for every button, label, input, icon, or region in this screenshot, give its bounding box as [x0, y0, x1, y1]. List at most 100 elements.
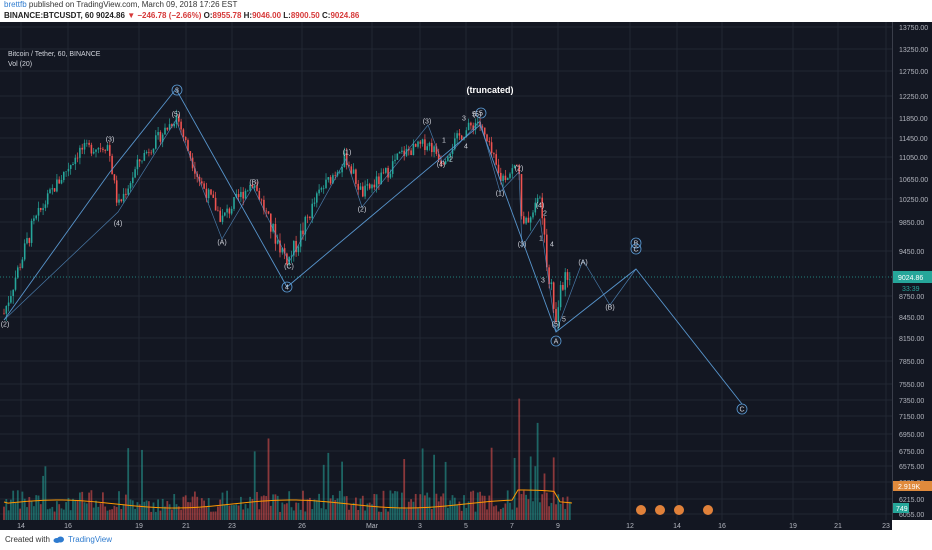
time-tick-label: 3	[418, 523, 422, 530]
volume-bar	[62, 509, 65, 520]
candle-body	[329, 177, 332, 184]
candle-body	[76, 157, 79, 159]
volume-bar	[281, 502, 284, 520]
price-tick-label: 13750.00	[899, 25, 928, 32]
candle-body	[536, 198, 539, 203]
wave-label: 1	[442, 138, 446, 145]
price-axis[interactable]: 13750.00 13250.00 12750.00 12250.00 11850.00…	[892, 22, 932, 520]
candle-body	[28, 238, 31, 243]
candle-body	[414, 143, 417, 147]
tradingview-link[interactable]: TradingView	[68, 535, 113, 544]
volume-bar	[559, 504, 562, 520]
volume-bar	[412, 501, 415, 520]
candle-body	[364, 185, 366, 197]
volume-bar	[313, 499, 316, 520]
time-axis[interactable]: 14 16 19 21 23 26 Mar 3 5 7 9 12 14 16 19 21 23	[0, 520, 892, 530]
volume-bar	[398, 508, 401, 520]
volume-bar	[387, 511, 389, 520]
candle-body	[396, 153, 399, 160]
candle-body	[382, 172, 385, 174]
volume-bar	[150, 511, 153, 520]
candle-body	[115, 180, 118, 203]
candle-body	[279, 240, 281, 253]
chart-plot-area[interactable]: 3 4 5 A B C C (3) (4) (5) (A) (B) (C) (1) (2) (3) (4) (5)…	[0, 22, 892, 520]
candle-body	[541, 197, 543, 219]
candle-body	[161, 134, 164, 142]
volume-bar	[545, 492, 548, 520]
candle-body	[49, 189, 51, 194]
candle-body	[412, 143, 415, 156]
candle-body	[221, 215, 224, 222]
time-tick-label: 9	[556, 523, 560, 530]
volume-bar	[470, 491, 472, 520]
volume-bar	[433, 454, 435, 520]
chart-svg[interactable]: 345ABCC(3)(4)(5)(A)(B)(C)(1)(2)(3)(4)(5)…	[0, 22, 892, 520]
candle-body	[265, 210, 267, 212]
candle-body	[509, 173, 511, 178]
candle-body	[486, 134, 488, 142]
close-value: 9024.86	[330, 11, 360, 20]
candle-body	[230, 208, 233, 214]
chart-legend-title: Bitcoin / Tether, 60, BINANCE	[8, 51, 101, 58]
candle-body	[311, 203, 313, 219]
volume-bar	[447, 507, 449, 520]
candle-body	[389, 173, 392, 178]
volume-bar	[504, 503, 507, 520]
volume-bar	[502, 507, 504, 520]
volume-bar	[403, 459, 406, 520]
volume-bar	[106, 510, 109, 520]
price-tick-label: 9450.00	[899, 249, 924, 256]
volume-bar	[283, 504, 286, 520]
candle-body	[189, 151, 192, 158]
volume-bar	[33, 506, 35, 520]
volume-bar	[336, 498, 339, 520]
candle-body	[207, 189, 210, 199]
volume-bar	[306, 499, 309, 520]
wave-label: (A)	[578, 260, 587, 267]
last-price-axis-label: 9024.86	[898, 275, 923, 282]
time-tick-label: 23	[228, 523, 236, 530]
volume-bar	[348, 509, 350, 520]
volume-bar	[217, 506, 219, 520]
volume-bar	[550, 502, 553, 520]
candle-body	[355, 169, 357, 184]
candle-body	[421, 139, 424, 144]
candle-body	[56, 179, 58, 192]
candle-body	[251, 184, 254, 188]
volume-bar	[394, 491, 396, 520]
volume-bar	[76, 501, 79, 520]
volume-bar	[145, 500, 148, 520]
candle-body	[65, 171, 67, 172]
time-tick-label: 19	[789, 523, 797, 530]
volume-bar	[207, 498, 210, 520]
price-tick-label: 7550.00	[899, 382, 924, 389]
event-marker-icon	[703, 505, 713, 515]
volume-bar	[263, 495, 265, 520]
high-value: 9046.00	[252, 11, 282, 20]
candle-body	[244, 190, 247, 199]
volume-bar	[138, 504, 141, 520]
candle-body	[320, 188, 323, 190]
candle-body	[12, 289, 14, 297]
volume-bar	[449, 500, 452, 520]
volume-bar	[350, 504, 353, 520]
volume-bar	[95, 500, 97, 520]
candle-body	[276, 240, 279, 244]
candle-body	[516, 165, 518, 166]
volume-bar	[131, 500, 134, 520]
volume-bar	[74, 500, 77, 520]
candle-body	[182, 129, 185, 137]
candle-body	[299, 230, 302, 247]
candle-body	[10, 296, 12, 303]
volume-bar	[525, 494, 527, 520]
volume-bar	[244, 504, 247, 520]
wave-label-circle	[550, 335, 562, 347]
volume-bar	[357, 510, 360, 520]
volume-bar	[329, 498, 332, 520]
candle-body	[313, 202, 316, 204]
candle-body	[428, 142, 431, 147]
candle-body	[451, 149, 454, 154]
price-tick-label: 10250.00	[899, 197, 928, 204]
author-link[interactable]: brettfb	[4, 0, 27, 9]
candle-body	[348, 164, 350, 167]
